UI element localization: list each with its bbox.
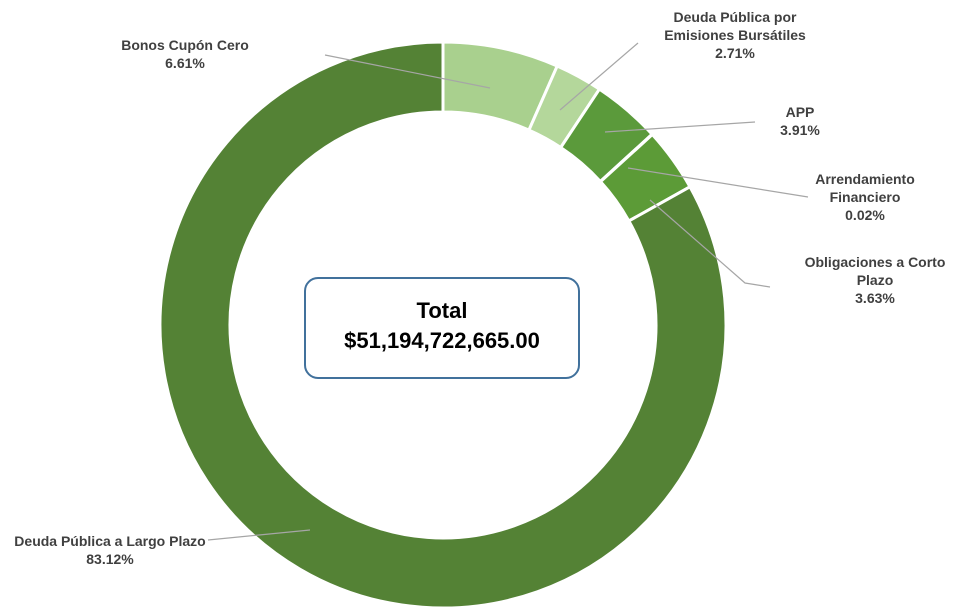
category-name: Arrendamiento Financiero <box>815 171 915 205</box>
center-box: Total $51,194,722,665.00 <box>304 277 580 379</box>
data-label: Arrendamiento Financiero 0.02% <box>800 170 930 224</box>
value-label: 83.12% <box>86 551 134 567</box>
center-title: Total <box>416 298 468 323</box>
leader-lines <box>207 42 809 541</box>
category-name: Deuda Pública por Emisiones Bursátiles <box>664 9 806 43</box>
category-name: Deuda Pública a Largo Plazo <box>14 533 206 549</box>
data-label: Deuda Pública a Largo Plazo 83.12% <box>10 532 210 568</box>
data-label: Deuda Pública por Emisiones Bursátiles 2.… <box>650 8 820 62</box>
category-name: Obligaciones a Corto Plazo <box>804 254 946 288</box>
value-label: 2.71% <box>715 45 755 61</box>
leader-line <box>649 199 771 288</box>
slice <box>158 40 728 610</box>
leader-line <box>627 167 809 198</box>
leader-line <box>207 529 311 541</box>
data-label: APP 3.91% <box>760 103 840 139</box>
leader-line <box>559 42 639 111</box>
value-label: 0.02% <box>845 207 885 223</box>
data-label: Bonos Cupón Cero 6.61% <box>110 36 260 72</box>
slices <box>158 40 728 610</box>
leader-line <box>324 54 491 89</box>
category-name: Bonos Cupón Cero <box>121 37 249 53</box>
center-value: $51,194,722,665.00 <box>344 328 540 353</box>
value-label: 3.63% <box>855 290 895 306</box>
value-label: 3.91% <box>780 122 820 138</box>
value-label: 6.61% <box>165 55 205 71</box>
data-label: Obligaciones a Corto Plazo 3.63% <box>785 253 964 307</box>
leader-line <box>604 121 756 133</box>
category-name: APP <box>785 104 815 120</box>
